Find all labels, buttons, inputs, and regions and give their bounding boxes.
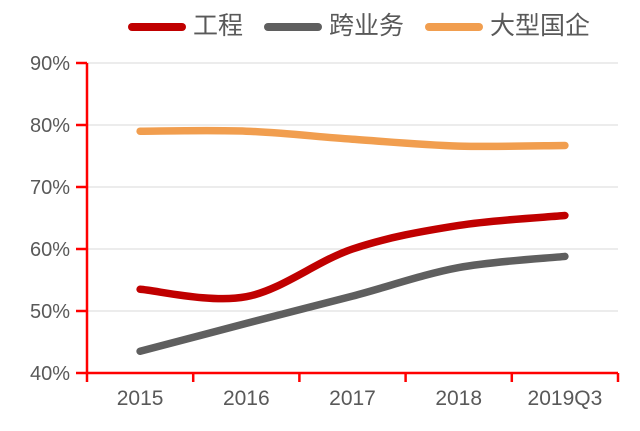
y-tick-label: 50% xyxy=(30,301,70,323)
x-tick-label: 2015 xyxy=(117,387,164,410)
x-tick-label: 2016 xyxy=(223,387,270,410)
legend: 工程 跨业务 大型国企 xyxy=(39,14,640,39)
legend-label: 大型国企 xyxy=(490,12,591,40)
x-tick-label: 2017 xyxy=(329,387,376,410)
y-tick-label: 70% xyxy=(30,177,70,199)
legend-item: 大型国企 xyxy=(425,14,590,39)
legend-label: 工程 xyxy=(192,12,243,40)
series-line xyxy=(136,126,569,151)
series-line xyxy=(136,252,569,356)
legend-item: 跨业务 xyxy=(263,12,404,40)
y-tick-label: 60% xyxy=(30,239,70,261)
series-line xyxy=(136,211,569,303)
legend-line-marker xyxy=(263,22,322,31)
legend-item: 工程 xyxy=(127,12,243,40)
y-tick-label: 90% xyxy=(30,53,70,75)
legend-line-marker xyxy=(127,22,186,31)
legend-label: 跨业务 xyxy=(328,12,404,40)
x-tick-label: 2018 xyxy=(435,387,482,410)
legend-line-marker xyxy=(425,22,483,31)
y-tick-label: 80% xyxy=(30,115,70,137)
x-tick-label: 2019Q3 xyxy=(528,387,603,410)
y-tick-label: 40% xyxy=(30,363,70,385)
